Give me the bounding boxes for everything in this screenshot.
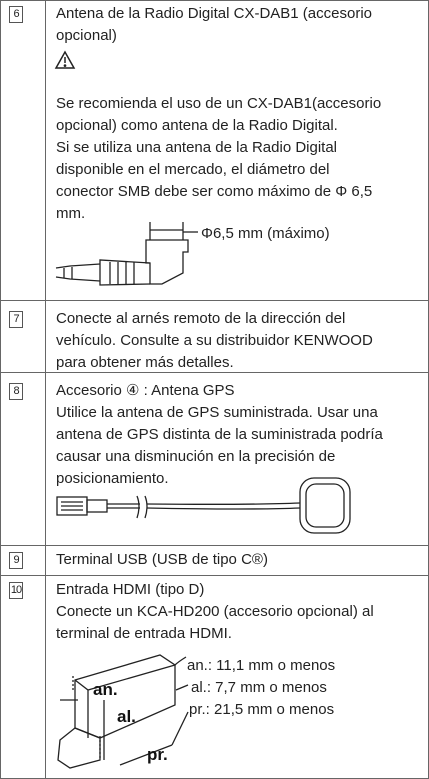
gps-antenna [56,477,351,534]
row-body: Terminal USB (USB de tipo C®) [56,549,268,571]
table-row: 6 Antena de la Radio Digital CX-DAB1 (ac… [0,0,429,301]
row-number: 6 [9,6,23,23]
figure-label: an.: 11,1 mm o menos [187,657,335,674]
table-row: 9 Terminal USB (USB de tipo C®) [0,546,429,576]
row-body: Entrada HDMI (tipo D) Conecte un KCA-HD2… [56,579,374,645]
table-row: 8 Accesorio ④ : Antena GPS Utilice la an… [0,373,429,546]
text-line: Conecte al arnés remoto de la dirección … [56,310,346,327]
text-line: Conecte un KCA-HD200 (accesorio opcional… [56,603,374,620]
row-title: Antena de la Radio Digital CX-DAB1 (acce… [56,3,372,47]
text-line: terminal de entrada HDMI. [56,625,232,642]
row-number: 10 [9,582,23,599]
text-line: para obtener más detalles. [56,354,234,371]
figure-label: pr.: 21,5 mm o menos [189,701,334,718]
antenna-connector [55,222,198,286]
text-line: Se recomienda el uso de un CX-DAB1(acces… [56,95,382,112]
text-line: vehículo. Consulte a su distribuidor KEN… [56,332,373,349]
row-body: Conecte al arnés remoto de la dirección … [56,308,373,374]
dimension-mark: al. [117,707,136,726]
text-line: causar una disminución en la precisión d… [56,448,336,465]
text-line: opcional) [56,27,117,44]
text-line: Entrada HDMI (tipo D) [56,581,205,598]
figure-label: Φ6,5 mm (máximo) [201,225,330,242]
row-body: Accesorio ④ : Antena GPS Utilice la ante… [56,380,383,490]
text-line: Si se utiliza una antena de la Radio Dig… [56,139,338,156]
text-line: Terminal USB (USB de tipo C®) [56,551,268,568]
text-line: mm. [56,205,86,222]
hdmi-plug [57,654,189,769]
table-row: 7 Conecte al arnés remoto de la direcció… [0,300,429,373]
text-line: disponible en el mercado, el diámetro de… [56,161,330,178]
text-line: opcional) como antena de la Radio Digita… [56,117,338,134]
text-line: Accesorio ④ : Antena GPS [56,382,235,399]
text-line: antena de GPS distinta de la suministrad… [56,426,383,443]
row-number: 9 [9,552,23,569]
text-line: posicionamiento. [56,470,169,487]
text-line: Utilice la antena de GPS suministrada. U… [56,404,378,421]
figure-label: al.: 7,7 mm o menos [191,679,327,696]
row-number: 7 [9,311,23,328]
text-line: Antena de la Radio Digital CX-DAB1 (acce… [56,5,372,22]
row-number: 8 [9,383,23,400]
dimension-mark: pr. [147,745,168,764]
dimension-mark: an. [93,680,118,699]
row-body: Se recomienda el uso de un CX-DAB1(acces… [56,93,381,225]
warning-icon [54,50,76,69]
text-line: conector SMB debe ser como máximo de Φ 6… [56,183,373,200]
